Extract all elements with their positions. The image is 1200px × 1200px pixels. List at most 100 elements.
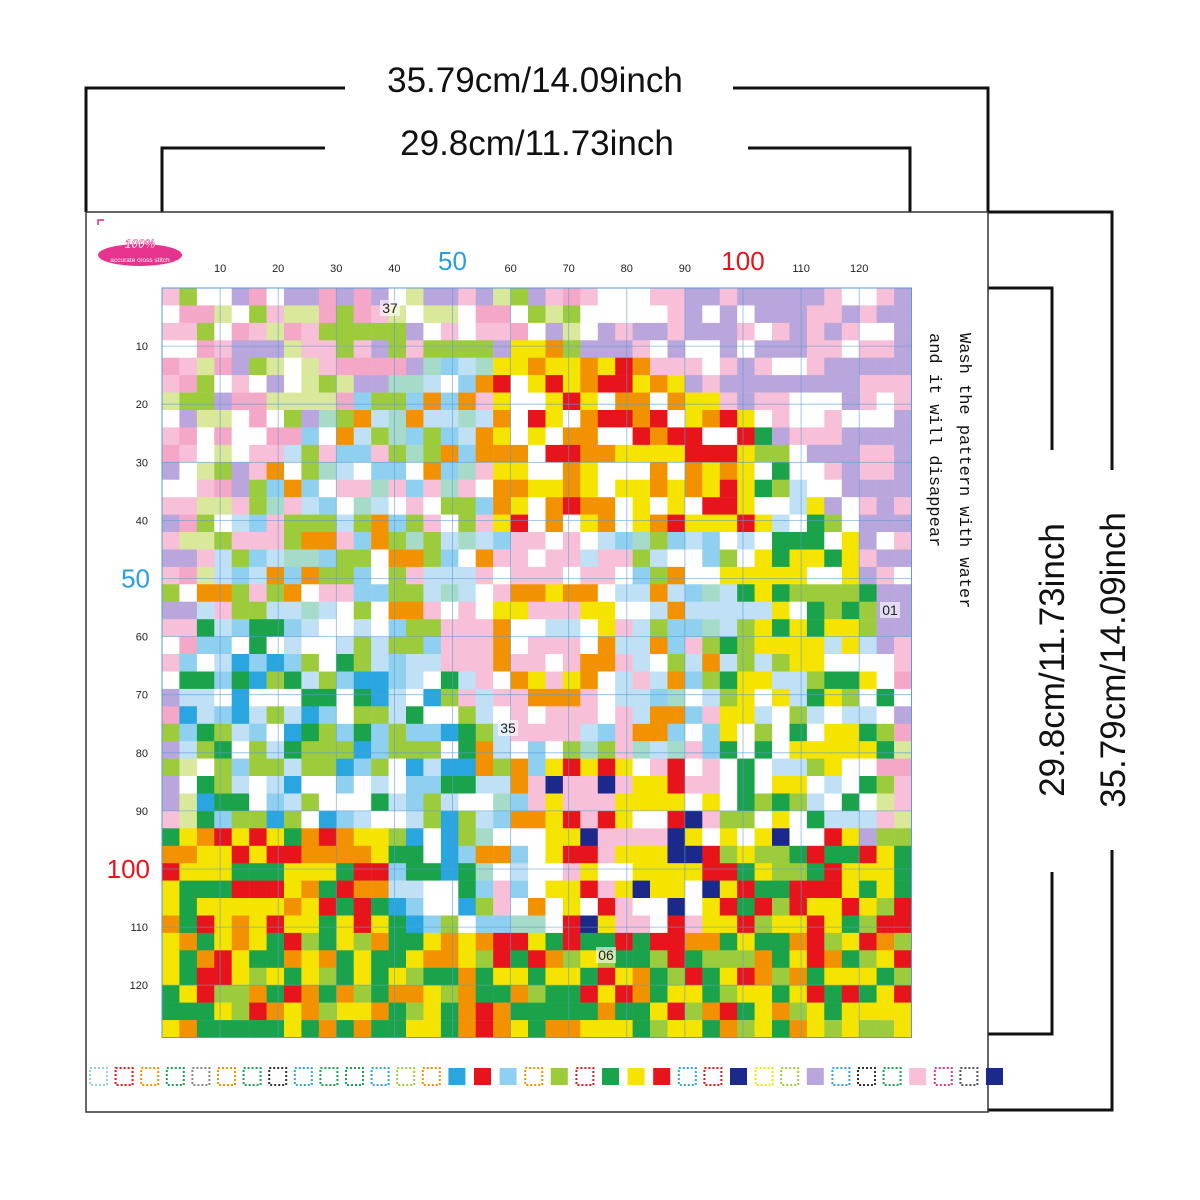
stitch-block bbox=[580, 497, 598, 515]
stitch-block bbox=[406, 880, 424, 899]
stitch-block bbox=[754, 1002, 773, 1021]
stitch-block bbox=[894, 288, 912, 306]
stitch-block bbox=[510, 462, 529, 480]
stitch-block bbox=[806, 845, 825, 864]
stitch-block bbox=[249, 845, 267, 864]
stitch-block bbox=[196, 410, 215, 428]
stitch-block bbox=[336, 654, 354, 672]
stitch-block bbox=[650, 793, 668, 812]
stitch-block bbox=[615, 845, 633, 864]
stitch-block bbox=[475, 932, 494, 951]
stitch-block bbox=[318, 322, 337, 341]
stitch-block bbox=[841, 880, 860, 899]
stitch-block bbox=[475, 898, 494, 916]
stitch-block bbox=[841, 671, 860, 690]
stitch-block bbox=[301, 793, 320, 812]
stitch-block bbox=[894, 392, 912, 411]
stitch-block bbox=[266, 828, 285, 846]
stitch-block bbox=[615, 654, 633, 672]
stitch-block bbox=[580, 1002, 598, 1021]
stitch-block bbox=[806, 566, 825, 585]
stitch-block bbox=[667, 636, 686, 655]
stitch-block bbox=[632, 654, 651, 672]
stitch-block bbox=[615, 741, 633, 759]
legend-swatch bbox=[217, 1067, 236, 1086]
stitch-block bbox=[545, 932, 564, 951]
stitch-block bbox=[597, 357, 616, 376]
stitch-block bbox=[580, 654, 598, 672]
stitch-block bbox=[580, 566, 598, 585]
stitch-block bbox=[162, 898, 180, 916]
stitch-block bbox=[737, 915, 755, 934]
stitch-block bbox=[179, 549, 198, 568]
stitch-block bbox=[214, 967, 232, 986]
stitch-block bbox=[475, 322, 494, 341]
stitch-block bbox=[580, 810, 598, 829]
stitch-block bbox=[179, 793, 198, 812]
stitch-block bbox=[249, 723, 267, 742]
stitch-block bbox=[371, 863, 389, 881]
stitch-block bbox=[684, 688, 703, 707]
stitch-block bbox=[772, 932, 790, 951]
stitch-block bbox=[301, 828, 320, 846]
stitch-block bbox=[597, 985, 616, 1003]
stitch-block bbox=[406, 427, 424, 446]
stitch-block bbox=[249, 601, 267, 620]
stitch-block bbox=[214, 880, 232, 899]
stitch-block bbox=[876, 688, 895, 707]
stitch-block bbox=[162, 375, 180, 393]
stitch-block bbox=[301, 566, 320, 585]
stitch-block bbox=[719, 1020, 738, 1038]
stitch-block bbox=[231, 514, 250, 533]
stitch-block bbox=[440, 967, 459, 986]
stitch-block bbox=[301, 357, 320, 376]
axis-labels: 10 20 30 40 60 70 80 90 110 120102030406070809011… bbox=[107, 246, 900, 992]
stitch-block bbox=[772, 863, 790, 881]
stitch-block bbox=[423, 340, 442, 358]
stitch-block bbox=[214, 845, 232, 864]
stitch-block bbox=[406, 410, 424, 428]
stitch-block bbox=[284, 898, 302, 916]
stitch-block bbox=[353, 392, 372, 411]
stitch-block bbox=[702, 671, 720, 690]
stitch-block bbox=[719, 288, 738, 306]
stitch-block bbox=[754, 654, 773, 672]
stitch-block bbox=[196, 375, 215, 393]
stitch-block bbox=[632, 462, 651, 480]
stitch-block bbox=[284, 375, 302, 393]
stitch-block bbox=[301, 898, 320, 916]
stitch-block bbox=[284, 915, 302, 934]
stitch-block bbox=[667, 863, 686, 881]
stitch-block bbox=[824, 688, 842, 707]
stitch-block bbox=[475, 532, 494, 550]
stitch-block bbox=[301, 636, 320, 655]
stitch-block bbox=[196, 514, 215, 533]
stitch-block bbox=[789, 706, 808, 724]
legend-swatch bbox=[370, 1067, 390, 1086]
legend-swatch bbox=[319, 1067, 339, 1086]
stitch-block bbox=[406, 863, 424, 881]
stitch-block bbox=[562, 619, 581, 637]
stitch-block bbox=[841, 497, 860, 515]
stitch-block bbox=[179, 375, 198, 393]
stitch-block bbox=[475, 758, 494, 777]
stitch-block bbox=[336, 357, 354, 376]
stitch-block bbox=[876, 915, 895, 934]
stitch-block bbox=[667, 706, 686, 724]
stitch-block bbox=[371, 688, 389, 707]
stitch-block bbox=[876, 671, 895, 690]
stitch-block bbox=[719, 444, 738, 463]
stitch-block bbox=[684, 776, 703, 794]
stitch-block bbox=[580, 967, 598, 986]
stitch-block bbox=[615, 549, 633, 568]
inner-height-label: 29.8cm/11.73inch bbox=[1033, 523, 1072, 797]
stitch-block bbox=[510, 288, 529, 306]
stitch-block bbox=[440, 497, 459, 515]
stitch-block bbox=[388, 601, 407, 620]
stitch-block bbox=[528, 288, 546, 306]
stitch-block bbox=[894, 950, 912, 968]
stitch-block bbox=[789, 967, 808, 986]
stitch-block bbox=[650, 410, 668, 428]
stitch-block bbox=[719, 340, 738, 358]
stitch-block bbox=[859, 863, 877, 881]
